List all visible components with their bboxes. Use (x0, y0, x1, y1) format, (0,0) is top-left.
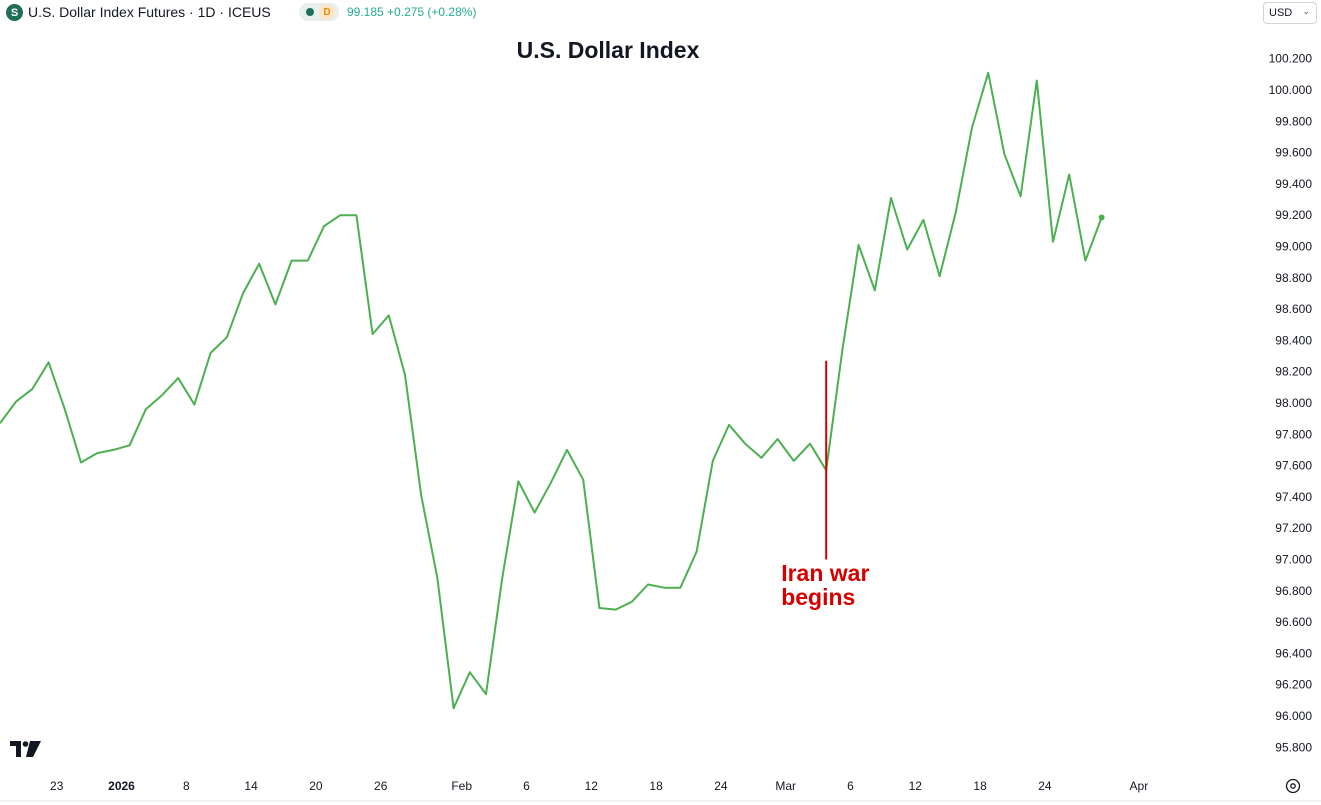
x-tick-label: 14 (244, 779, 258, 793)
y-tick-label: 100.200 (1269, 52, 1313, 66)
x-tick-label: 23 (50, 779, 64, 793)
x-tick-label: 26 (374, 779, 388, 793)
last-price-point (1098, 214, 1105, 221)
y-tick-label: 97.000 (1275, 553, 1312, 567)
y-tick-label: 99.800 (1275, 114, 1312, 128)
y-tick-label: 99.400 (1275, 177, 1312, 191)
currency-select[interactable]: USD ⌄ (1263, 2, 1317, 24)
y-tick-label: 99.000 (1275, 240, 1312, 254)
currency-value: USD (1269, 7, 1293, 19)
price-quote: 99.185 +0.275 (+0.28%) (347, 5, 476, 19)
tradingview-logo-icon[interactable] (10, 741, 42, 759)
x-tick-label: 18 (649, 779, 663, 793)
price-axis[interactable]: 100.200 100.000 99.800 99.600 99.400 99.200 99… (1269, 52, 1313, 755)
y-tick-label: 97.200 (1275, 521, 1312, 535)
symbol-logo-icon: S (6, 4, 23, 21)
market-open-dot-icon (306, 8, 314, 16)
delayed-data-badge: D (319, 4, 335, 20)
symbol-title[interactable]: U.S. Dollar Index Futures · 1D · ICEUS (28, 4, 271, 20)
x-tick-label: 24 (1038, 779, 1052, 793)
x-tick-label: 6 (847, 779, 854, 793)
y-tick-label: 97.600 (1275, 459, 1312, 473)
x-tick-label: Apr (1130, 779, 1149, 793)
time-axis[interactable]: 172320268142026Feb6121824Mar6121824Apr (0, 779, 1148, 793)
y-tick-label: 98.600 (1275, 302, 1312, 316)
x-tick-label: 24 (714, 779, 728, 793)
x-tick-label: 2026 (108, 779, 135, 793)
annotation: Iran war begins (781, 360, 869, 610)
market-status[interactable]: D (299, 3, 339, 21)
y-tick-label: 96.400 (1275, 646, 1312, 660)
chart-title: U.S. Dollar Index (517, 37, 700, 63)
y-tick-label: 96.800 (1275, 584, 1312, 598)
price-series (0, 71, 1105, 710)
y-tick-label: 100.000 (1269, 83, 1313, 97)
annotation-label-line1: Iran war (781, 560, 869, 586)
price-change: +0.275 (+0.28%) (387, 5, 477, 19)
x-tick-label: 12 (585, 779, 599, 793)
chevron-down-icon: ⌄ (1302, 6, 1310, 16)
y-tick-label: 97.400 (1275, 490, 1312, 504)
y-tick-label: 98.800 (1275, 271, 1312, 285)
x-tick-label: 8 (183, 779, 190, 793)
y-tick-label: 96.200 (1275, 678, 1312, 692)
y-tick-label: 95.800 (1275, 740, 1312, 754)
x-tick-label: 20 (309, 779, 323, 793)
y-tick-label: 99.200 (1275, 208, 1312, 222)
y-tick-label: 99.600 (1275, 146, 1312, 160)
y-tick-label: 98.400 (1275, 333, 1312, 347)
y-tick-label: 96.600 (1275, 615, 1312, 629)
x-tick-label: Mar (775, 779, 796, 793)
series-line (0, 71, 1103, 710)
y-tick-label: 96.000 (1275, 709, 1312, 723)
x-tick-label: 18 (973, 779, 987, 793)
y-tick-label: 98.200 (1275, 365, 1312, 379)
x-tick-label: 6 (523, 779, 530, 793)
annotation-label-line2: begins (781, 584, 855, 610)
y-tick-label: 97.800 (1275, 427, 1312, 441)
x-tick-label: Feb (451, 779, 472, 793)
chart-settings-gear-icon[interactable] (1283, 776, 1303, 796)
x-tick-label: 12 (909, 779, 923, 793)
y-tick-label: 98.000 (1275, 396, 1312, 410)
last-price: 99.185 (347, 5, 384, 19)
